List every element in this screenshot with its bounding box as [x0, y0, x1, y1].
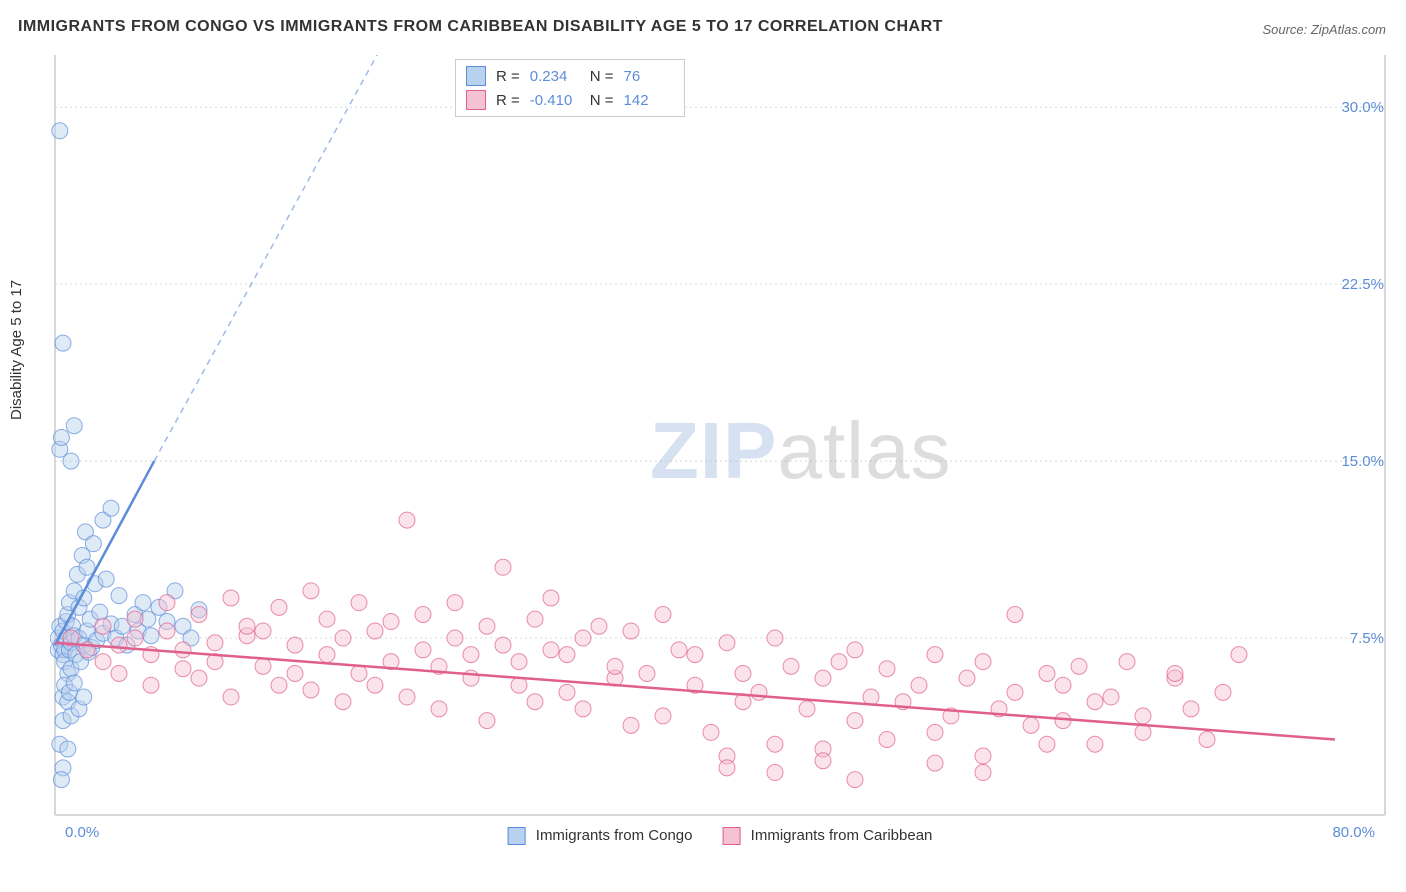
bottom-legend: Immigrants from Congo Immigrants from Ca…: [508, 827, 933, 845]
stat-row-congo: R = 0.234 N = 76: [466, 64, 674, 88]
legend-item-caribbean: Immigrants from Caribbean: [722, 827, 932, 845]
svg-text:0.0%: 0.0%: [65, 824, 99, 841]
svg-text:80.0%: 80.0%: [1332, 824, 1375, 841]
r-label: R =: [496, 68, 520, 85]
svg-text:22.5%: 22.5%: [1341, 276, 1384, 293]
n-value-congo: 76: [624, 68, 674, 85]
legend-swatch-caribbean: [722, 827, 740, 845]
source-attribution: Source: ZipAtlas.com: [1262, 22, 1386, 37]
legend-label-caribbean: Immigrants from Caribbean: [751, 827, 933, 844]
r-label: R =: [496, 92, 520, 109]
svg-text:30.0%: 30.0%: [1341, 99, 1384, 116]
y-axis-label: Disability Age 5 to 17: [8, 280, 25, 420]
chart-title: IMMIGRANTS FROM CONGO VS IMMIGRANTS FROM…: [18, 18, 943, 36]
correlation-stat-box: R = 0.234 N = 76 R = -0.410 N = 142: [455, 59, 685, 117]
svg-text:15.0%: 15.0%: [1341, 453, 1384, 470]
stat-swatch-caribbean: [466, 90, 486, 110]
stat-row-caribbean: R = -0.410 N = 142: [466, 88, 674, 112]
n-value-caribbean: 142: [624, 92, 674, 109]
legend-label-congo: Immigrants from Congo: [536, 827, 693, 844]
r-value-congo: 0.234: [530, 68, 580, 85]
legend-swatch-congo: [508, 827, 526, 845]
scatter-plot-svg: 7.5% 15.0% 22.5% 30.0% 0.0% 80.0%: [50, 55, 1390, 845]
r-value-caribbean: -0.410: [530, 92, 580, 109]
svg-text:7.5%: 7.5%: [1350, 630, 1384, 647]
legend-item-congo: Immigrants from Congo: [508, 827, 693, 845]
n-label: N =: [590, 92, 614, 109]
n-label: N =: [590, 68, 614, 85]
chart-area: 7.5% 15.0% 22.5% 30.0% 0.0% 80.0% R = 0.234 N…: [50, 55, 1390, 845]
stat-swatch-congo: [466, 66, 486, 86]
